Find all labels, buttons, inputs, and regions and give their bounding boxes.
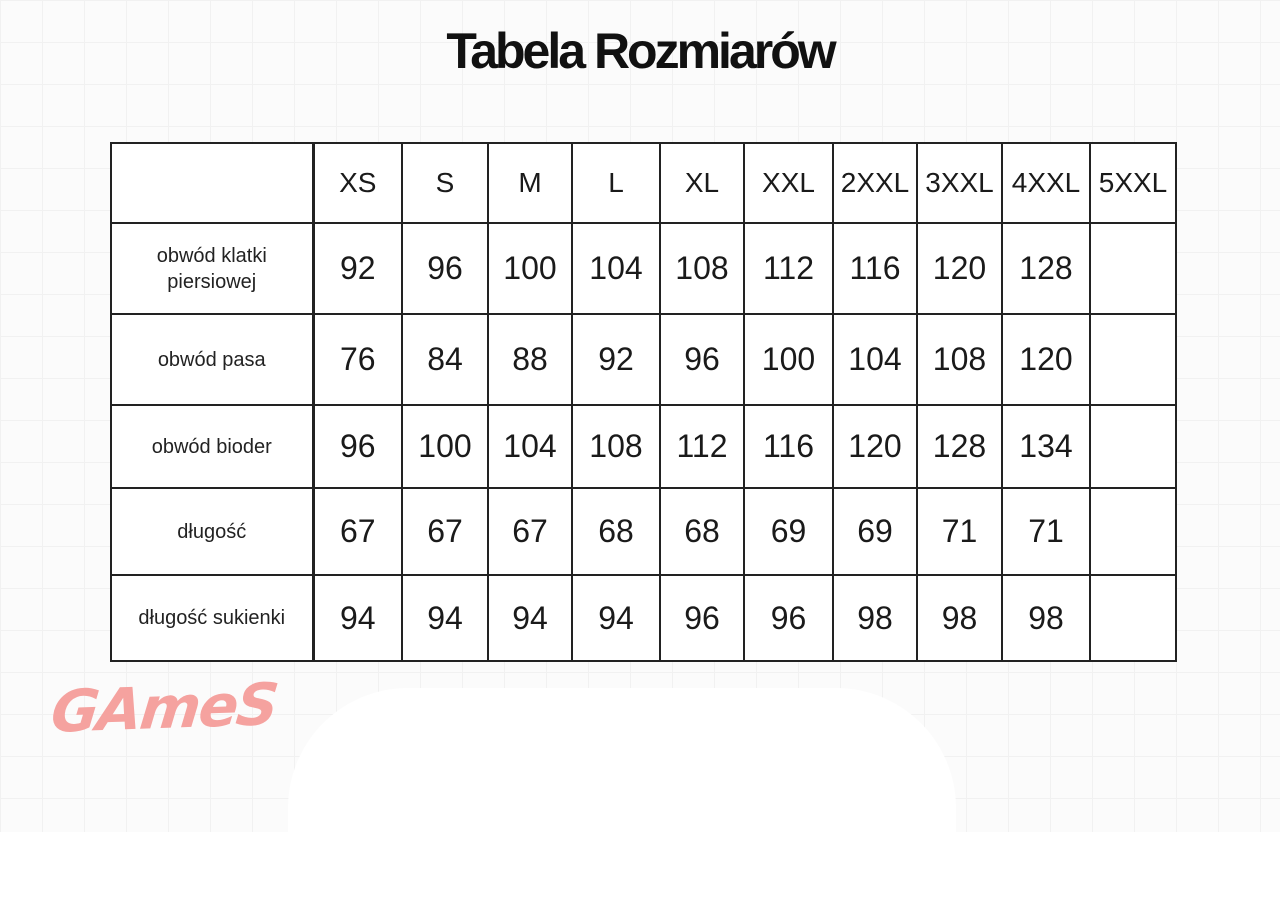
header-row: XS S M L XL XXL 2XXL 3XXL 4XXL 5XXL <box>110 142 1177 224</box>
size-header: L <box>571 142 661 224</box>
value-cell: 67 <box>487 487 573 576</box>
value-cell: 88 <box>487 313 573 406</box>
value-cell: 108 <box>571 404 661 489</box>
value-cell: 100 <box>743 313 834 406</box>
value-cell: 69 <box>832 487 918 576</box>
size-header: 2XXL <box>832 142 918 224</box>
value-cell: 69 <box>743 487 834 576</box>
value-cell: 96 <box>401 222 489 315</box>
value-cell <box>1089 574 1177 662</box>
row-label: długość <box>110 487 315 576</box>
value-cell: 96 <box>659 574 745 662</box>
value-cell: 98 <box>916 574 1003 662</box>
value-cell: 128 <box>1001 222 1091 315</box>
size-chart-table: XS S M L XL XXL 2XXL 3XXL 4XXL 5XXL obwód klatki p… <box>110 142 1177 662</box>
value-cell: 120 <box>916 222 1003 315</box>
value-cell: 94 <box>401 574 489 662</box>
value-cell: 112 <box>659 404 745 489</box>
row-label: obwód bioder <box>110 404 315 489</box>
value-cell: 120 <box>1001 313 1091 406</box>
value-cell: 108 <box>916 313 1003 406</box>
value-cell: 128 <box>916 404 1003 489</box>
value-cell: 76 <box>312 313 403 406</box>
page-title: Tabela Rozmiarów <box>446 23 836 79</box>
games-logo: GAmeS <box>47 670 281 746</box>
value-cell: 84 <box>401 313 489 406</box>
size-header: XXL <box>743 142 834 224</box>
size-header: XS <box>312 142 403 224</box>
value-cell: 98 <box>1001 574 1091 662</box>
value-cell: 67 <box>401 487 489 576</box>
value-cell: 94 <box>487 574 573 662</box>
table-row: obwód klatki piersiowej 92 96 100 104 108 112 1… <box>110 222 1177 315</box>
value-cell: 96 <box>659 313 745 406</box>
size-header: 4XXL <box>1001 142 1091 224</box>
corner-cell <box>110 142 315 224</box>
value-cell: 92 <box>312 222 403 315</box>
value-cell: 96 <box>312 404 403 489</box>
value-cell: 112 <box>743 222 834 315</box>
table-row: obwód bioder 96 100 104 108 112 116 120 128 134 <box>110 404 1177 489</box>
value-cell: 71 <box>1001 487 1091 576</box>
value-cell: 92 <box>571 313 661 406</box>
value-cell: 96 <box>743 574 834 662</box>
value-cell <box>1089 222 1177 315</box>
value-cell: 116 <box>832 222 918 315</box>
value-cell: 104 <box>571 222 661 315</box>
value-cell <box>1089 313 1177 406</box>
value-cell: 68 <box>659 487 745 576</box>
value-cell <box>1089 487 1177 576</box>
row-label: obwód klatki piersiowej <box>110 222 315 315</box>
table-row: długość sukienki 94 94 94 94 96 96 98 98 98 <box>110 574 1177 662</box>
value-cell: 134 <box>1001 404 1091 489</box>
value-cell: 116 <box>743 404 834 489</box>
table-row: długość 67 67 67 68 68 69 69 71 71 <box>110 487 1177 576</box>
value-cell: 67 <box>312 487 403 576</box>
value-cell: 94 <box>571 574 661 662</box>
value-cell: 94 <box>312 574 403 662</box>
value-cell: 68 <box>571 487 661 576</box>
value-cell: 71 <box>916 487 1003 576</box>
value-cell: 100 <box>401 404 489 489</box>
value-cell: 120 <box>832 404 918 489</box>
white-blob <box>288 688 956 888</box>
value-cell: 100 <box>487 222 573 315</box>
table-row: obwód pasa 76 84 88 92 96 100 104 108 120 <box>110 313 1177 406</box>
size-header: M <box>487 142 573 224</box>
value-cell: 104 <box>487 404 573 489</box>
row-label: długość sukienki <box>110 574 315 662</box>
value-cell <box>1089 404 1177 489</box>
size-header: S <box>401 142 489 224</box>
value-cell: 98 <box>832 574 918 662</box>
value-cell: 108 <box>659 222 745 315</box>
size-header: 3XXL <box>916 142 1003 224</box>
value-cell: 104 <box>832 313 918 406</box>
size-header: 5XXL <box>1089 142 1177 224</box>
row-label: obwód pasa <box>110 313 315 406</box>
size-header: XL <box>659 142 745 224</box>
